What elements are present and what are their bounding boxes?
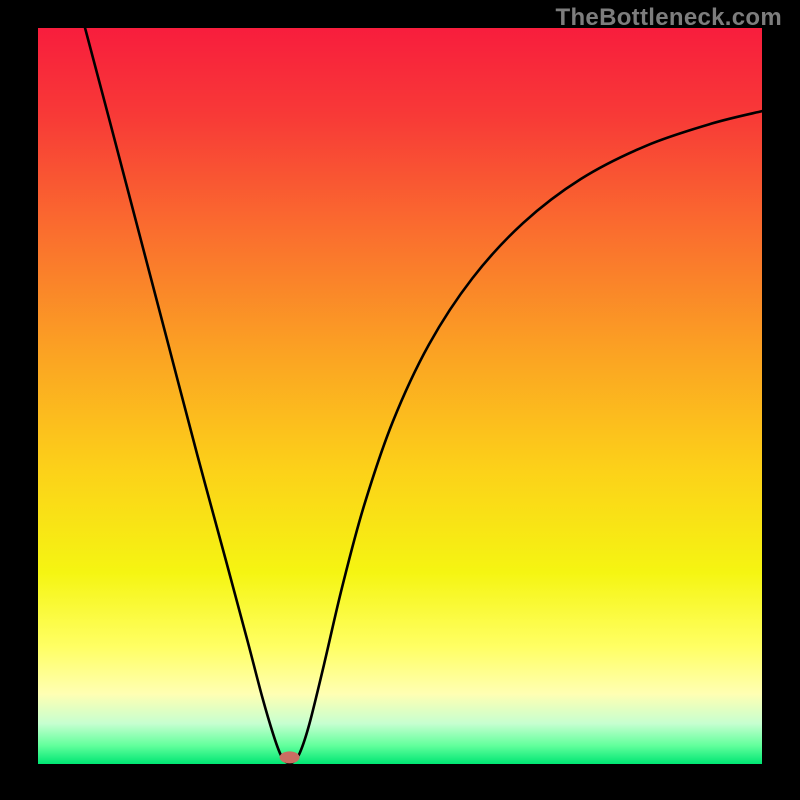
chart-frame: TheBottleneck.com bbox=[0, 0, 800, 800]
watermark-text: TheBottleneck.com bbox=[556, 4, 782, 32]
optimum-marker bbox=[280, 751, 300, 763]
bottleneck-chart bbox=[0, 0, 800, 800]
plot-background bbox=[38, 28, 762, 764]
